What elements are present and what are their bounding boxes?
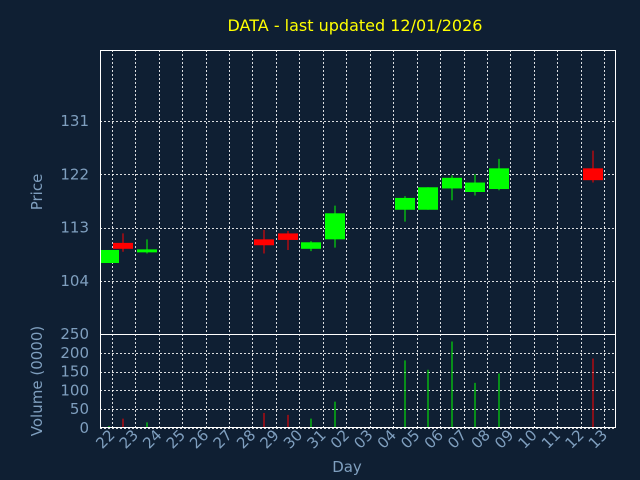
price-candles xyxy=(100,150,603,263)
x-tick-label: 07 xyxy=(444,426,470,452)
x-tick-label: 08 xyxy=(468,426,494,452)
x-tick-label: 05 xyxy=(397,426,423,452)
candle-body xyxy=(113,242,133,249)
candle-body xyxy=(278,233,298,240)
volume-axis-label: Volume (0000) xyxy=(28,326,46,436)
price-tick-label: 113 xyxy=(60,219,89,237)
x-tick-label: 27 xyxy=(210,426,236,452)
x-tick-label: 28 xyxy=(233,426,259,452)
x-tick-label: 26 xyxy=(186,426,212,452)
candle-body xyxy=(301,242,321,249)
candle-body xyxy=(442,177,462,189)
x-tick-label: 06 xyxy=(421,426,447,452)
volume-tick-label: 150 xyxy=(60,363,89,381)
candle-body xyxy=(325,213,345,240)
candle-body xyxy=(395,197,415,210)
x-tick-label: 02 xyxy=(327,426,353,452)
volume-tick-label: 0 xyxy=(79,419,89,437)
candle-body xyxy=(254,239,274,246)
x-tick-label: 09 xyxy=(491,426,517,452)
price-grid xyxy=(100,50,616,334)
x-tick-label: 22 xyxy=(92,426,118,452)
x-axis-label: Day xyxy=(332,458,362,476)
x-tick-label: 13 xyxy=(585,426,611,452)
price-panel-frame xyxy=(100,50,616,335)
x-tick-label: 23 xyxy=(116,426,142,452)
candle-body xyxy=(418,187,438,210)
price-tick-label: 122 xyxy=(60,165,89,183)
candle-body xyxy=(100,249,119,263)
volume-grid xyxy=(100,334,616,429)
x-tick-label: 24 xyxy=(139,426,165,452)
x-tick-label: 12 xyxy=(561,426,587,452)
x-tick-label: 25 xyxy=(163,426,189,452)
x-tick-label: 03 xyxy=(350,426,376,452)
candle-body xyxy=(465,182,485,192)
price-axis-label: Price xyxy=(28,174,46,211)
x-tick-label: 31 xyxy=(303,426,329,452)
volume-panel-frame xyxy=(100,334,616,428)
x-tick-label: 29 xyxy=(257,426,283,452)
volume-bars xyxy=(108,341,594,428)
volume-tick-label: 250 xyxy=(60,325,89,343)
price-y-tick-labels: 104 113 122 131 xyxy=(60,112,89,290)
candle-body xyxy=(583,168,603,181)
volume-tick-label: 50 xyxy=(70,400,89,418)
x-tick-label: 04 xyxy=(374,426,400,452)
x-tick-label: 10 xyxy=(515,426,541,452)
x-tick-labels: 2223242526272829303102030405060708091011… xyxy=(92,426,611,452)
price-tick-label: 131 xyxy=(60,112,89,130)
x-tick-label: 30 xyxy=(280,426,306,452)
chart-title: DATA - last updated 12/01/2026 xyxy=(228,16,483,35)
price-tick-label: 104 xyxy=(60,272,89,290)
volume-tick-label: 200 xyxy=(60,344,89,362)
volume-tick-label: 100 xyxy=(60,381,89,399)
candle-body xyxy=(137,249,157,253)
candle-body xyxy=(489,168,509,190)
x-tick-label: 11 xyxy=(538,426,564,452)
